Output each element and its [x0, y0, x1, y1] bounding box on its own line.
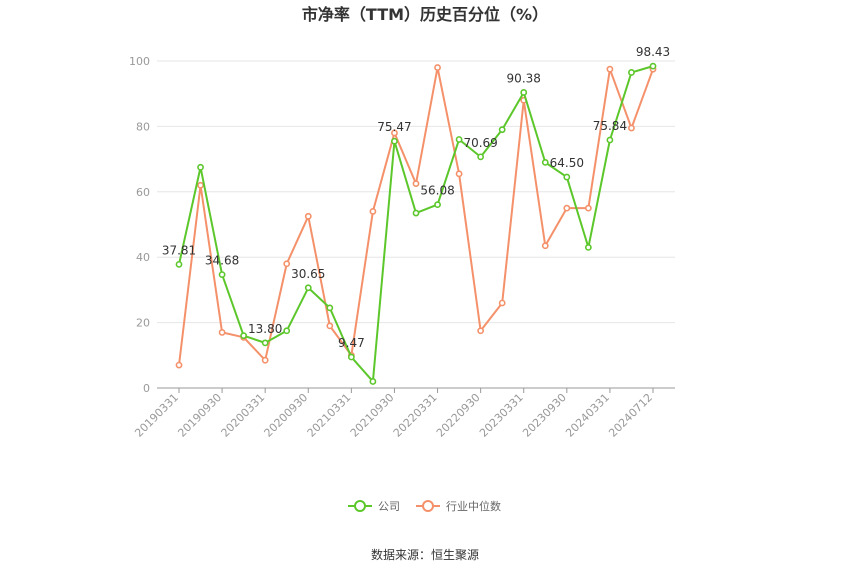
label-layer: 37.81 34.68 13.80 30.65 9.47 75.47 56.08 70.69 9…	[162, 45, 670, 350]
data-point	[369, 208, 377, 215]
data-point	[240, 332, 248, 340]
x-tick-label: 20190930	[175, 391, 224, 440]
data-point	[477, 327, 485, 335]
data-point	[606, 65, 614, 73]
data-point	[347, 353, 355, 361]
data-point	[584, 204, 592, 212]
data-label: 30.65	[291, 267, 325, 281]
data-point	[304, 284, 312, 292]
y-tick-label: 0	[143, 382, 150, 395]
data-point	[563, 173, 571, 181]
data-point	[498, 299, 506, 307]
data-point	[175, 260, 183, 268]
x-tick-label: 20220331	[391, 391, 440, 440]
data-point	[197, 181, 204, 189]
data-point	[304, 212, 312, 220]
x-tick-label: 20210331	[305, 391, 354, 440]
x-tick-label: 20190331	[132, 391, 181, 440]
data-point	[606, 136, 614, 144]
y-tick-label: 80	[136, 120, 150, 133]
legend-swatch-marker	[422, 500, 434, 512]
data-point	[498, 126, 506, 134]
data-point	[434, 201, 441, 209]
data-label: 98.43	[636, 45, 670, 59]
legend-swatch-marker	[354, 500, 366, 512]
x-tick-label: 20220930	[434, 391, 483, 440]
data-point	[628, 69, 635, 76]
data-label: 56.08	[420, 184, 454, 198]
data-label: 37.81	[162, 243, 196, 257]
x-tick-label: 20210930	[348, 391, 397, 440]
legend: 公司 行业中位数	[348, 499, 501, 513]
data-point	[283, 260, 291, 268]
y-tick-label: 40	[136, 251, 150, 264]
data-point	[391, 137, 398, 145]
data-point	[455, 170, 463, 178]
data-point	[434, 64, 441, 71]
data-point	[369, 378, 377, 385]
grid-layer	[157, 60, 675, 324]
x-tick-label: 20230930	[520, 391, 569, 440]
data-point	[218, 329, 226, 336]
data-label: 70.69	[463, 136, 497, 150]
data-label: 34.68	[205, 254, 239, 268]
data-point	[563, 204, 571, 212]
data-point	[175, 361, 183, 369]
data-point	[584, 243, 592, 251]
data-source-note: 数据来源：恒生聚源	[371, 547, 479, 562]
data-point	[283, 327, 291, 335]
y-tick-label: 100	[129, 55, 150, 68]
x-tick-label: 20240331	[563, 391, 612, 440]
y-tick-label: 20	[136, 317, 150, 330]
data-point	[261, 356, 269, 364]
axis-layer: 0 20 40 60 80 100 2019033120190930202003312020…	[129, 55, 675, 440]
data-point	[326, 304, 334, 312]
x-tick-label: 20240712	[606, 391, 655, 440]
data-label: 90.38	[507, 71, 541, 85]
legend-item-company: 公司	[348, 500, 400, 513]
legend-label: 行业中位数	[446, 499, 501, 513]
x-tick-label: 20230331	[477, 391, 526, 440]
data-point	[477, 153, 485, 161]
data-point	[541, 158, 549, 166]
data-label: 9.47	[338, 336, 365, 350]
data-label: 13.80	[248, 322, 282, 336]
x-tick-label: 20200331	[219, 391, 268, 440]
data-label: 75.47	[377, 120, 411, 134]
data-point	[520, 89, 528, 96]
data-point	[541, 242, 549, 250]
legend-label: 公司	[378, 500, 400, 513]
legend-item-industry-median: 行业中位数	[416, 499, 501, 513]
data-point	[391, 129, 398, 137]
data-point	[455, 136, 463, 143]
chart-title: 市净率（TTM）历史百分位（%）	[302, 5, 548, 24]
data-point	[197, 163, 204, 171]
data-point	[412, 180, 420, 188]
x-tick-label: 20200930	[262, 391, 311, 440]
series-layer	[175, 62, 657, 385]
data-point	[628, 124, 635, 132]
data-label: 64.50	[550, 156, 584, 170]
data-point	[326, 322, 334, 330]
data-point	[649, 62, 657, 70]
data-point	[261, 339, 269, 347]
y-tick-label: 60	[136, 186, 150, 199]
data-label: 75.84	[593, 119, 627, 133]
data-point	[218, 271, 226, 278]
data-point	[412, 209, 420, 217]
